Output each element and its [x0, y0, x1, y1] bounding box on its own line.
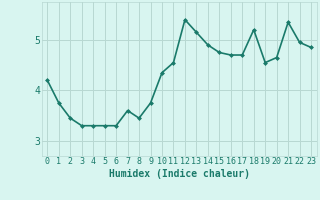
X-axis label: Humidex (Indice chaleur): Humidex (Indice chaleur) [109, 169, 250, 179]
